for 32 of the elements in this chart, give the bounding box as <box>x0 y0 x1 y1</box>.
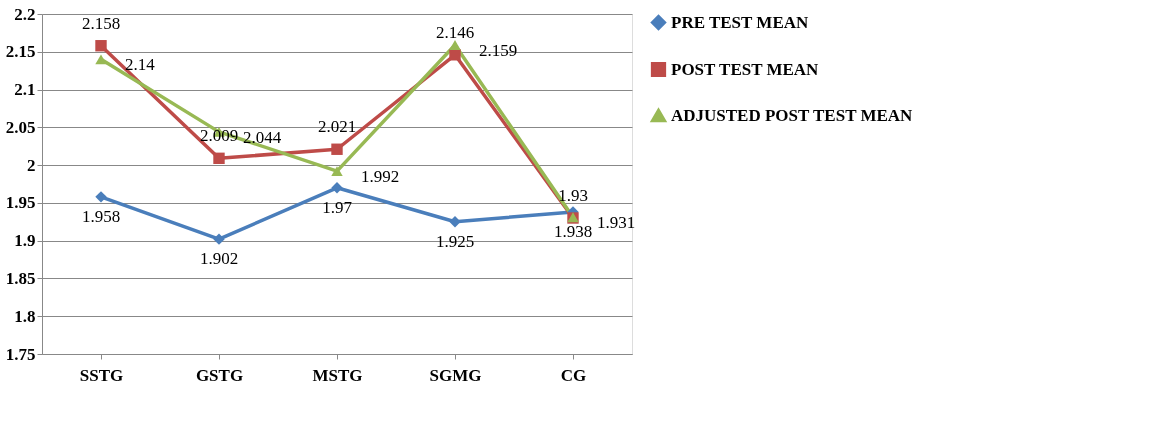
legend-label: POST TEST MEAN <box>671 59 820 79</box>
y-tick-label: 1.95 <box>5 193 36 213</box>
data-label: 1.902 <box>199 249 239 269</box>
data-label: 1.97 <box>322 197 353 217</box>
y-tick-label: 2.15 <box>5 42 36 62</box>
y-tick-label: 1.75 <box>5 344 36 364</box>
data-label: 1.958 <box>81 206 121 226</box>
y-tick-label: 2.05 <box>5 117 36 137</box>
x-tick-label: SGMG <box>429 365 482 385</box>
y-tick-label: 2.2 <box>14 4 36 24</box>
y-tick-label: 1.9 <box>14 231 36 251</box>
x-tick-label: SSTG <box>79 365 124 385</box>
data-label: 2.021 <box>317 117 357 137</box>
data-label: 1.931 <box>597 213 636 233</box>
y-tick-label: 1.85 <box>5 268 36 288</box>
y-tick-label: 1.8 <box>14 306 36 326</box>
data-label: 1.938 <box>553 221 593 241</box>
data-label: 2.158 <box>81 13 121 33</box>
x-tick-label: GSTG <box>195 365 244 385</box>
y-tick-label: 2.1 <box>14 80 36 100</box>
legend-label: PRE TEST MEAN <box>671 12 810 32</box>
data-label: 2.146 <box>435 22 475 42</box>
data-label: 2.159 <box>479 40 518 60</box>
x-tick-label: MSTG <box>312 365 363 385</box>
data-label: 1.93 <box>558 186 588 205</box>
data-label: 1.925 <box>435 231 475 251</box>
data-label: 2.14 <box>125 55 156 75</box>
x-tick-label: CG <box>560 365 587 385</box>
legend-label: ADJUSTED POST TEST MEAN <box>671 105 914 125</box>
data-label: 1.992 <box>361 167 400 187</box>
data-label: 2.044 <box>243 127 282 147</box>
y-tick-label: 2 <box>27 155 36 175</box>
